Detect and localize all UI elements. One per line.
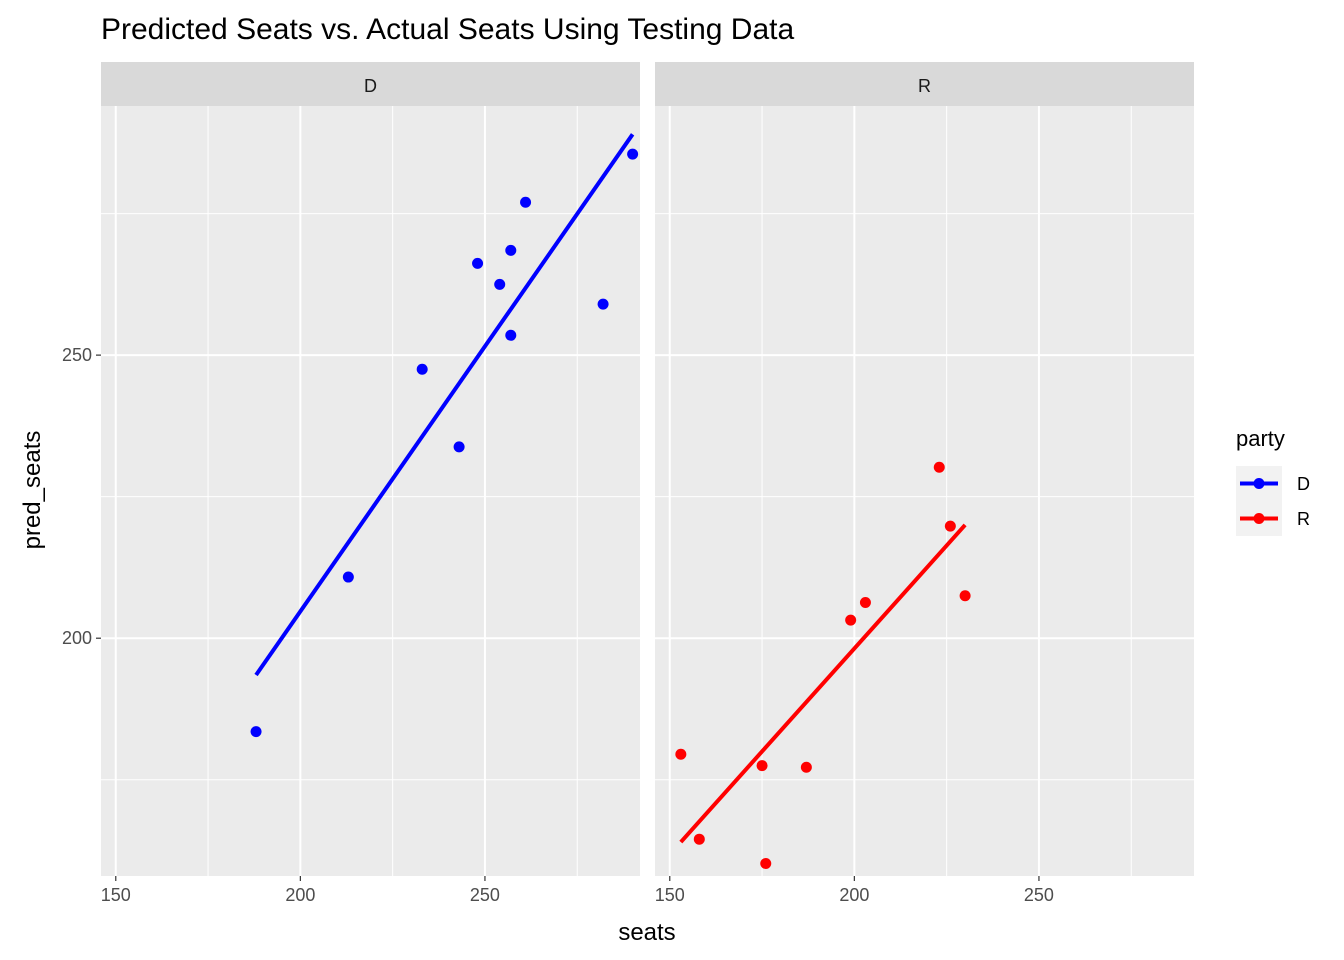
facet-strip — [101, 62, 640, 106]
legend-title: party — [1236, 426, 1285, 451]
panel-background — [655, 106, 1194, 876]
data-point-R — [800, 761, 812, 773]
y-tick-label: 250 — [62, 345, 92, 365]
data-point-D — [342, 571, 354, 583]
x-tick-label: 150 — [655, 885, 685, 905]
panel-background — [101, 106, 640, 876]
data-point-R — [675, 748, 687, 760]
legend-key-point-R — [1253, 513, 1265, 524]
data-point-R — [756, 760, 768, 772]
data-point-D — [597, 298, 609, 310]
data-point-D — [520, 196, 532, 208]
data-point-D — [250, 726, 262, 738]
x-tick-label: 200 — [285, 885, 315, 905]
data-point-R — [845, 614, 857, 626]
data-point-D — [627, 148, 639, 160]
x-tick-label: 250 — [470, 885, 500, 905]
x-tick-label: 200 — [839, 885, 869, 905]
legend-key-point-D — [1253, 478, 1265, 489]
y-tick-label: 200 — [62, 628, 92, 648]
chart-title: Predicted Seats vs. Actual Seats Using T… — [101, 13, 794, 46]
facet-strip-label: D — [364, 76, 377, 96]
fit-line-D — [254, 133, 635, 677]
x-tick-label: 150 — [101, 885, 131, 905]
x-tick-label: 250 — [1024, 885, 1054, 905]
legend-label-D: D — [1297, 474, 1310, 494]
facet-strip-label: R — [918, 76, 931, 96]
legend-label-R: R — [1297, 509, 1310, 529]
data-point-D — [472, 257, 484, 269]
legend: party DR — [1236, 426, 1310, 536]
facet-panels: D 150 200 250 200 250 R 150 200 250 — [62, 62, 1194, 905]
data-point-R — [944, 520, 956, 532]
facet-strip — [655, 62, 1194, 106]
data-point-D — [505, 329, 517, 341]
facet-panel-R: R 150 200 250 — [655, 62, 1194, 905]
data-point-D — [453, 441, 465, 453]
data-point-R — [760, 858, 772, 870]
legend-keys: DR — [1236, 466, 1310, 536]
y-axis-title: pred_seats — [19, 431, 46, 550]
x-axis-title: seats — [618, 919, 675, 946]
data-point-R — [959, 590, 971, 602]
facet-panel-D: D 150 200 250 200 250 — [62, 62, 640, 905]
data-point-R — [859, 597, 871, 609]
data-point-D — [505, 244, 517, 256]
data-point-R — [693, 833, 705, 845]
data-point-D — [416, 363, 428, 375]
fit-line-R — [679, 523, 967, 844]
data-point-R — [933, 461, 945, 473]
data-point-D — [494, 278, 506, 290]
